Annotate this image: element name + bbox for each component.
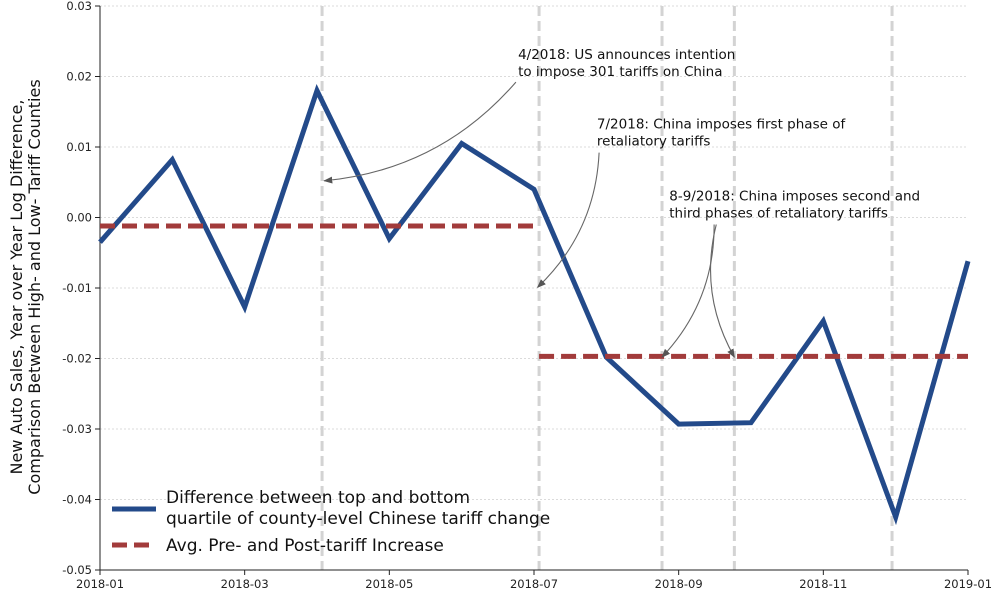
x-tick-label: 2019-01 [944,577,992,591]
annotation-text: 4/2018: US announces intention [518,47,735,63]
series-layer [98,84,971,526]
legend-label-average: Avg. Pre- and Post-tariff Increase [166,536,444,556]
y-tick-label: -0.02 [62,352,92,366]
y-tick-label: -0.03 [62,422,92,436]
annotation-text: 7/2018: China imposes first phase of [597,117,847,133]
x-tick-label: 2018-05 [365,577,413,591]
axis-labels: New Auto Sales, Year over Year Log Diffe… [7,79,44,494]
series-line-difference [98,84,971,526]
y-tick-label: 0.00 [66,211,92,225]
y-tick-label: 0.01 [66,140,92,154]
x-tick-label: 2018-03 [221,577,269,591]
annotation-text: to impose 301 tariffs on China [518,64,722,80]
y-tick-label: -0.04 [62,493,92,507]
event-lines [320,6,894,570]
legend: Difference between top and bottomquartil… [112,488,550,556]
annotation-arrow [709,224,735,358]
annotation-text: 8-9/2018: China imposes second and [669,189,920,205]
annotation-arrow [661,224,715,358]
y-tick-label: -0.01 [62,281,92,295]
y-tick-label: 0.03 [66,0,92,13]
y-axis-title-line2: Comparison Between High- and Low- Tariff… [25,79,44,494]
x-tick-label: 2018-01 [76,577,124,591]
y-tick-label: -0.05 [62,563,92,577]
x-tick-label: 2018-11 [799,577,847,591]
annotation-text: third phases of retaliatory tariffs [669,206,888,222]
legend-label-difference-line1: Difference between top and bottom [166,488,470,508]
axes: 0.03 0.02 0.01 0.00 -0.01 -0.02 -0.03 -0.04 -0.0… [62,0,992,591]
annotation-arrow [323,81,517,184]
annotation-arrow [536,152,600,288]
annotation-text: retaliatory tariffs [597,134,710,150]
x-tick-label: 2018-09 [655,577,703,591]
y-axis-title-line1: New Auto Sales, Year over Year Log Diffe… [7,100,26,475]
legend-label-difference-line2: quartile of county-level Chinese tariff … [166,509,550,529]
grid-layer [100,5,968,571]
y-tick-label: 0.02 [66,70,92,84]
x-tick-label: 2018-07 [510,577,558,591]
